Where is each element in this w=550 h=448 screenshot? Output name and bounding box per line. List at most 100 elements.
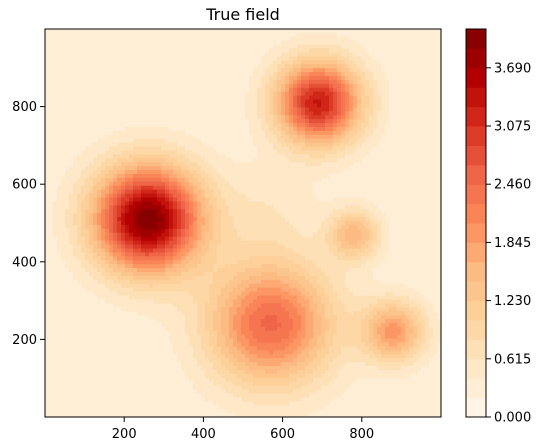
contour-cell (401, 29, 406, 34)
contour-cell (197, 150, 202, 156)
contour-cell (201, 48, 206, 54)
contour-cell (377, 209, 382, 214)
contour-cell (329, 193, 334, 199)
contour-cell (193, 201, 198, 206)
contour-cell (425, 87, 430, 93)
contour-cell (61, 138, 66, 144)
contour-cell (245, 95, 250, 101)
contour-cell (109, 209, 114, 214)
contour-cell (197, 158, 202, 163)
contour-cell (153, 72, 158, 77)
contour-cell (173, 189, 178, 195)
contour-cell (377, 205, 382, 210)
contour-cell (205, 142, 210, 148)
contour-cell (145, 56, 150, 61)
contour-cell (309, 48, 314, 54)
contour-cell (73, 29, 78, 34)
contour-cell (209, 166, 214, 171)
contour-cell (221, 87, 226, 93)
contour-cell (393, 72, 398, 77)
contour-cell (117, 52, 122, 58)
contour-cell (305, 197, 310, 203)
contour-cell (305, 193, 310, 199)
contour-cell (377, 146, 382, 152)
contour-cell (421, 115, 426, 120)
contour-cell (437, 123, 442, 128)
contour-cell (309, 29, 314, 34)
contour-cell (77, 138, 82, 144)
contour-cell (433, 76, 438, 81)
contour-cell (321, 197, 326, 203)
contour-cell (317, 99, 322, 105)
contour-cell (421, 205, 426, 210)
contour-cell (397, 213, 402, 218)
contour-cell (57, 138, 62, 144)
contour-cell (129, 60, 134, 65)
contour-cell (69, 205, 74, 210)
contour-cell (49, 60, 54, 65)
contour-cell (249, 185, 254, 191)
contour-cell (181, 193, 186, 199)
contour-cell (325, 193, 330, 199)
contour-cell (265, 146, 270, 152)
contour-cell (85, 32, 90, 38)
contour-cell (397, 221, 402, 226)
contour-cell (253, 150, 258, 156)
contour-cell (301, 197, 306, 203)
contour-cell (257, 201, 262, 206)
contour-cell (249, 162, 254, 167)
contour-cell (229, 166, 234, 171)
contour-cell (285, 60, 290, 65)
contour-cell (361, 134, 366, 140)
contour-cell (85, 221, 90, 226)
contour-cell (277, 217, 282, 222)
contour-cell (221, 72, 226, 77)
contour-cell (181, 142, 186, 148)
contour-cell (297, 158, 302, 163)
contour-cell (369, 177, 374, 183)
contour-cell (373, 177, 378, 183)
contour-cell (409, 209, 414, 214)
contour-cell (69, 111, 74, 116)
contour-cell (145, 162, 150, 167)
contour-cell (313, 56, 318, 61)
contour-cell (365, 91, 370, 97)
contour-cell (73, 76, 78, 81)
contour-cell (189, 150, 194, 156)
contour-cell (141, 205, 146, 210)
contour-cell (89, 181, 94, 187)
contour-cell (261, 40, 266, 46)
contour-cell (257, 44, 262, 50)
contour-cell (217, 193, 222, 199)
contour-cell (193, 68, 198, 73)
contour-cell (93, 99, 98, 105)
contour-cell (85, 130, 90, 136)
contour-cell (325, 83, 330, 89)
contour-cell (429, 181, 434, 187)
contour-cell (109, 48, 114, 54)
contour-cell (373, 40, 378, 46)
contour-cell (149, 56, 154, 61)
contour-cell (197, 29, 202, 34)
contour-cell (269, 154, 274, 159)
contour-cell (241, 107, 246, 112)
contour-cell (61, 29, 66, 34)
contour-cell (349, 170, 354, 175)
contour-cell (365, 150, 370, 156)
contour-cell (365, 162, 370, 167)
contour-cell (141, 158, 146, 163)
contour-cell (377, 154, 382, 159)
contour-cell (133, 205, 138, 210)
contour-cell (141, 126, 146, 132)
contour-cell (213, 193, 218, 199)
contour-cell (417, 189, 422, 195)
contour-cell (425, 107, 430, 112)
contour-cell (137, 119, 142, 124)
contour-cell (129, 134, 134, 140)
contour-cell (161, 197, 166, 203)
contour-cell (349, 177, 354, 183)
contour-cell (197, 146, 202, 152)
contour-cell (369, 134, 374, 140)
contour-cell (349, 91, 354, 97)
contour-cell (269, 79, 274, 85)
